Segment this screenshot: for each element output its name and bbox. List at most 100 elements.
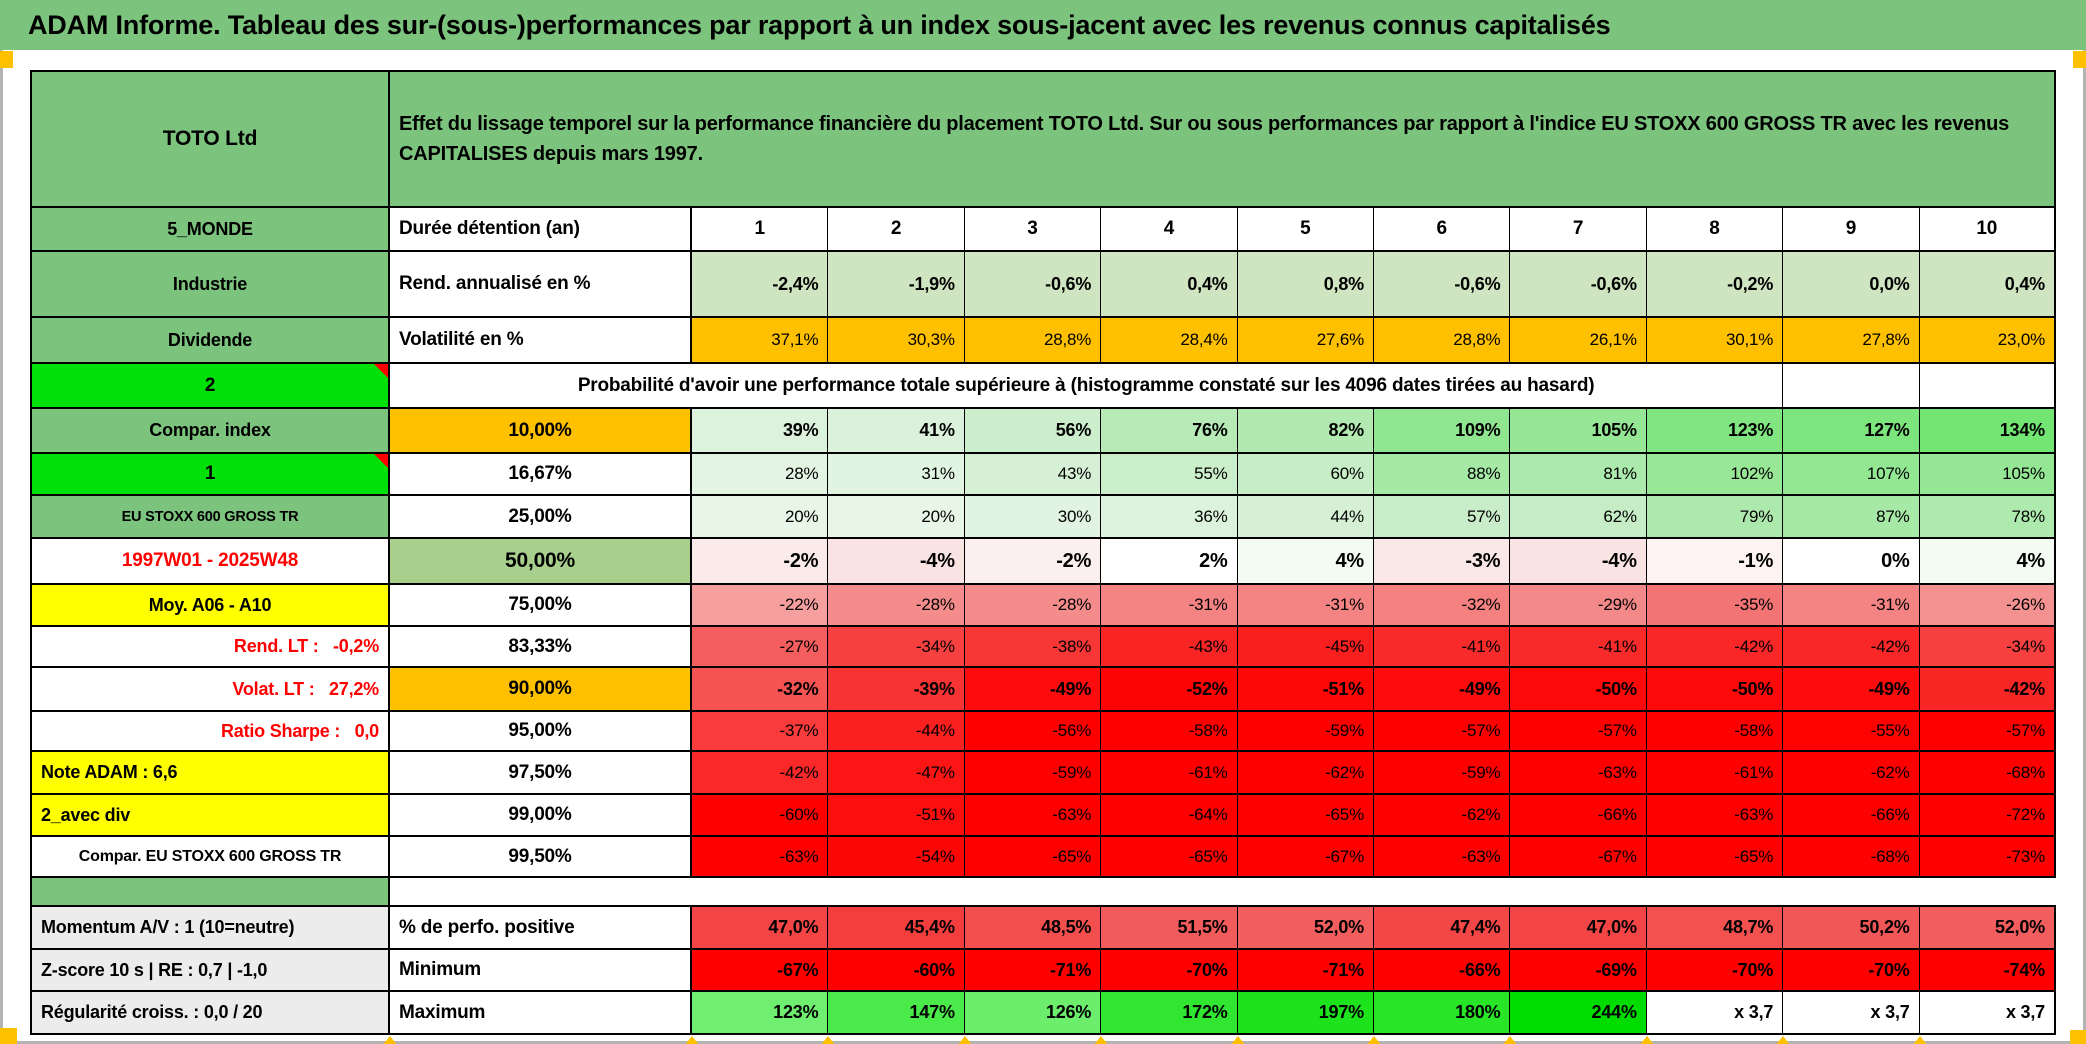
rend-col10[interactable]: 0,4% xyxy=(1919,252,2056,318)
p8333-col9[interactable]: -42% xyxy=(1783,627,1920,668)
minimum-col4[interactable]: -70% xyxy=(1101,950,1238,992)
p1667-col10[interactable]: 105% xyxy=(1919,454,2056,496)
p1667-header[interactable]: 16,67% xyxy=(390,454,692,496)
p99-col4[interactable]: -64% xyxy=(1101,795,1238,837)
p8333-col2[interactable]: -34% xyxy=(828,627,965,668)
minimum-col3[interactable]: -71% xyxy=(964,950,1102,992)
p90-col9[interactable]: -49% xyxy=(1783,668,1920,712)
p10-label[interactable]: Compar. index xyxy=(30,409,390,454)
p75-col10[interactable]: -26% xyxy=(1919,585,2056,627)
p90-col3[interactable]: -49% xyxy=(964,668,1102,712)
p25-col1[interactable]: 20% xyxy=(692,496,829,539)
perfpos-col9[interactable]: 50,2% xyxy=(1783,905,1920,950)
p10-col5[interactable]: 82% xyxy=(1237,409,1374,454)
p995-col1[interactable]: -63% xyxy=(692,837,829,878)
maximum-col8[interactable]: x 3,7 xyxy=(1646,992,1784,1035)
p995-col3[interactable]: -65% xyxy=(964,837,1102,878)
duree-col5[interactable]: 5 xyxy=(1237,208,1374,252)
maximum-header[interactable]: Maximum xyxy=(390,992,692,1035)
p95-label[interactable]: Ratio Sharpe : 0,0 xyxy=(30,712,390,752)
p90-col7[interactable]: -50% xyxy=(1510,668,1647,712)
volat-col6[interactable]: 28,8% xyxy=(1373,318,1511,364)
p8333-col4[interactable]: -43% xyxy=(1101,627,1238,668)
p50-col4[interactable]: 2% xyxy=(1101,539,1238,585)
rend-col9[interactable]: 0,0% xyxy=(1783,252,1920,318)
duree-col4[interactable]: 4 xyxy=(1101,208,1238,252)
p975-col2[interactable]: -47% xyxy=(828,752,965,795)
perfpos-col6[interactable]: 47,4% xyxy=(1373,905,1511,950)
p10-col7[interactable]: 105% xyxy=(1510,409,1647,454)
p75-col3[interactable]: -28% xyxy=(964,585,1102,627)
p25-col10[interactable]: 78% xyxy=(1919,496,2056,539)
p8333-col3[interactable]: -38% xyxy=(964,627,1102,668)
maximum-col10[interactable]: x 3,7 xyxy=(1919,992,2056,1035)
duree-col1[interactable]: 1 xyxy=(692,208,829,252)
minimum-header[interactable]: Minimum xyxy=(390,950,692,992)
maximum-col9[interactable]: x 3,7 xyxy=(1783,992,1920,1035)
p975-header[interactable]: 97,50% xyxy=(390,752,692,795)
p8333-col1[interactable]: -27% xyxy=(692,627,829,668)
volat-col10[interactable]: 23,0% xyxy=(1919,318,2056,364)
p975-col6[interactable]: -59% xyxy=(1373,752,1511,795)
p50-col3[interactable]: -2% xyxy=(964,539,1102,585)
p25-col2[interactable]: 20% xyxy=(828,496,965,539)
volat-col4[interactable]: 28,4% xyxy=(1101,318,1238,364)
p99-label[interactable]: 2_avec div xyxy=(30,795,390,837)
volat-label[interactable]: Dividende xyxy=(30,318,390,364)
rend-col4[interactable]: 0,4% xyxy=(1101,252,1238,318)
perfpos-col4[interactable]: 51,5% xyxy=(1101,905,1238,950)
volat-col1[interactable]: 37,1% xyxy=(692,318,829,364)
p995-col9[interactable]: -68% xyxy=(1783,837,1920,878)
p8333-col10[interactable]: -34% xyxy=(1919,627,2056,668)
minimum-col1[interactable]: -67% xyxy=(692,950,829,992)
p10-header[interactable]: 10,00% xyxy=(390,409,692,454)
duree-col10[interactable]: 10 xyxy=(1919,208,2056,252)
p50-col2[interactable]: -4% xyxy=(828,539,965,585)
p25-label[interactable]: EU STOXX 600 GROSS TR xyxy=(30,496,390,539)
p99-col6[interactable]: -62% xyxy=(1373,795,1511,837)
p975-col1[interactable]: -42% xyxy=(692,752,829,795)
volat-col8[interactable]: 30,1% xyxy=(1646,318,1784,364)
p1667-col6[interactable]: 88% xyxy=(1373,454,1511,496)
p90-col2[interactable]: -39% xyxy=(828,668,965,712)
proba-merged[interactable]: Probabilité d'avoir une performance tota… xyxy=(390,364,1784,409)
p95-col2[interactable]: -44% xyxy=(828,712,965,752)
p995-col6[interactable]: -63% xyxy=(1373,837,1511,878)
p50-col7[interactable]: -4% xyxy=(1510,539,1647,585)
p75-col1[interactable]: -22% xyxy=(692,585,829,627)
rend-col6[interactable]: -0,6% xyxy=(1373,252,1511,318)
p95-col8[interactable]: -58% xyxy=(1646,712,1784,752)
rend-label[interactable]: Industrie xyxy=(30,252,390,318)
p95-col10[interactable]: -57% xyxy=(1919,712,2056,752)
p1667-col4[interactable]: 55% xyxy=(1101,454,1238,496)
maximum-col7[interactable]: 244% xyxy=(1510,992,1647,1035)
p10-col1[interactable]: 39% xyxy=(692,409,829,454)
duree-col2[interactable]: 2 xyxy=(828,208,965,252)
p975-col5[interactable]: -62% xyxy=(1237,752,1374,795)
minimum-label[interactable]: Z-score 10 s | RE : 0,7 | -1,0 xyxy=(30,950,390,992)
p95-col1[interactable]: -37% xyxy=(692,712,829,752)
p995-label[interactable]: Compar. EU STOXX 600 GROSS TR xyxy=(30,837,390,878)
p90-label[interactable]: Volat. LT : 27,2% xyxy=(30,668,390,712)
perfpos-header[interactable]: % de perfo. positive xyxy=(390,905,692,950)
p8333-col6[interactable]: -41% xyxy=(1373,627,1511,668)
p99-col3[interactable]: -63% xyxy=(964,795,1102,837)
perfpos-col1[interactable]: 47,0% xyxy=(692,905,829,950)
p1667-col8[interactable]: 102% xyxy=(1646,454,1784,496)
p995-col4[interactable]: -65% xyxy=(1101,837,1238,878)
p975-label[interactable]: Note ADAM : 6,6 xyxy=(30,752,390,795)
maximum-col1[interactable]: 123% xyxy=(692,992,829,1035)
p25-col7[interactable]: 62% xyxy=(1510,496,1647,539)
p50-label[interactable]: 1997W01 - 2025W48 xyxy=(30,539,390,585)
p975-col4[interactable]: -61% xyxy=(1101,752,1238,795)
p50-col8[interactable]: -1% xyxy=(1646,539,1784,585)
p99-col10[interactable]: -72% xyxy=(1919,795,2056,837)
p995-col8[interactable]: -65% xyxy=(1646,837,1784,878)
p90-header[interactable]: 90,00% xyxy=(390,668,692,712)
p25-col5[interactable]: 44% xyxy=(1237,496,1374,539)
p50-col6[interactable]: -3% xyxy=(1373,539,1511,585)
p50-col9[interactable]: 0% xyxy=(1783,539,1920,585)
p1667-label[interactable]: 1 xyxy=(30,454,390,496)
p995-col5[interactable]: -67% xyxy=(1237,837,1374,878)
perfpos-col10[interactable]: 52,0% xyxy=(1919,905,2056,950)
